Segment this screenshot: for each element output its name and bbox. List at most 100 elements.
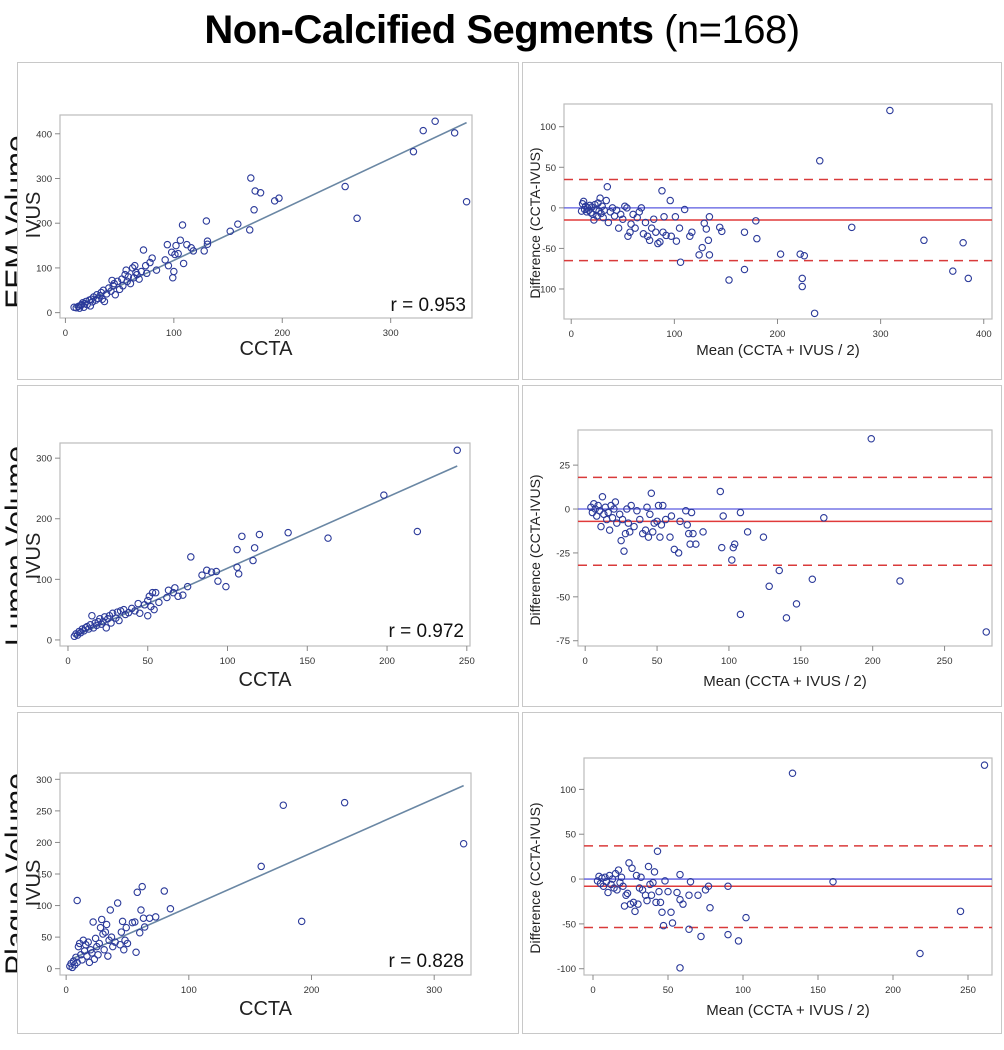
data-point: [324, 534, 332, 542]
x-axis-label: CCTA: [239, 669, 293, 691]
data-point: [683, 521, 692, 529]
data-point: [641, 526, 650, 534]
x-tick-label: 150: [810, 985, 826, 996]
data-point: [183, 240, 191, 249]
data-point: [604, 218, 613, 227]
plot-frame: [577, 429, 993, 647]
data-point: [643, 896, 651, 905]
data-point: [622, 891, 630, 899]
data-point: [676, 258, 685, 266]
data-point: [250, 544, 259, 552]
x-tick-label: 300: [426, 985, 442, 996]
data-point: [380, 491, 388, 499]
data-point: [724, 930, 732, 939]
data-point: [676, 964, 684, 972]
data-point: [697, 932, 705, 941]
data-point: [431, 117, 439, 126]
data-point: [692, 540, 700, 548]
data-point: [867, 435, 875, 443]
panel-eem-scatter: 0 100 200 300 0 100 200 300 400 CCTA IVUS r = 0.953: [17, 62, 519, 380]
data-point: [629, 210, 637, 219]
data-point: [141, 261, 150, 270]
data-point: [949, 267, 957, 275]
y-tick-label: 25: [559, 461, 570, 472]
y-tick-label: 50: [565, 830, 576, 841]
panel-eem-bland-altman: 0 100 200 300 400 -100 -50 0 50 100 Mean (CCTA + I…: [522, 62, 1002, 380]
data-point: [645, 236, 654, 245]
y-tick-label: -50: [562, 919, 576, 930]
data-point: [672, 237, 681, 245]
data-point: [594, 501, 602, 510]
data-point: [630, 522, 638, 531]
data-point: [134, 599, 142, 608]
y-tick-label: 0: [47, 308, 52, 319]
data-point: [621, 529, 630, 538]
data-point: [275, 194, 283, 202]
data-point: [582, 208, 591, 216]
data-point: [619, 215, 627, 223]
data-point: [142, 269, 151, 278]
data-point: [614, 866, 623, 874]
data-point: [657, 521, 666, 529]
data-point: [719, 512, 727, 520]
data-point: [668, 919, 677, 927]
data-point: [166, 904, 175, 913]
y-tick-label: 100: [36, 263, 52, 274]
data-point: [716, 487, 725, 496]
y-tick-label: 100: [540, 122, 556, 133]
data-point: [106, 906, 115, 914]
data-point: [617, 873, 626, 882]
data-point: [155, 598, 163, 607]
data-point: [796, 250, 804, 258]
data-point: [660, 213, 668, 221]
data-point: [136, 609, 144, 618]
data-point: [170, 267, 178, 276]
data-point: [647, 891, 656, 899]
data-point: [740, 228, 749, 236]
data-point: [187, 553, 195, 561]
data-point: [84, 938, 92, 946]
x-tick-label: 100: [666, 329, 682, 340]
data-point: [597, 522, 605, 531]
data-point: [602, 196, 611, 205]
y-tick-label: -100: [537, 284, 556, 295]
data-point: [613, 886, 621, 894]
data-point: [116, 607, 125, 615]
data-point: [93, 290, 101, 299]
y-tick-label: -50: [542, 244, 556, 255]
data-point: [89, 918, 97, 926]
data-point: [151, 588, 160, 597]
data-point: [635, 208, 644, 216]
data-point: [453, 446, 461, 455]
data-point: [632, 871, 641, 880]
data-point: [724, 882, 732, 890]
data-point: [604, 508, 612, 517]
data-point: [171, 250, 179, 259]
data-point: [95, 939, 104, 948]
data-point: [207, 568, 216, 576]
data-point: [115, 616, 123, 625]
data-point: [148, 254, 156, 262]
y-tick-label: 0: [47, 635, 52, 646]
data-point: [816, 157, 824, 165]
data-point: [603, 183, 612, 191]
data-point: [179, 259, 188, 268]
data-point: [138, 882, 146, 891]
data-point: [633, 507, 641, 515]
data-point: [666, 533, 674, 541]
y-tick-label: 300: [36, 454, 52, 465]
data-point: [113, 608, 122, 616]
data-point: [617, 536, 625, 545]
data-point: [596, 194, 604, 202]
y-axis-label: Difference (CCTA-IVUS): [527, 474, 543, 625]
data-point: [686, 232, 694, 240]
data-point: [203, 237, 212, 245]
data-point: [122, 923, 131, 932]
data-point: [675, 224, 684, 232]
data-point: [847, 223, 856, 232]
panel-lumen-bland-altman: 0 50 100 150 200 250 -75 -50 -25 0 25 Mean (CCTA + …: [522, 385, 1002, 707]
data-point: [107, 933, 116, 941]
data-point: [628, 864, 636, 873]
x-tick-label: 100: [166, 328, 182, 339]
x-tick-label: 50: [652, 656, 663, 667]
